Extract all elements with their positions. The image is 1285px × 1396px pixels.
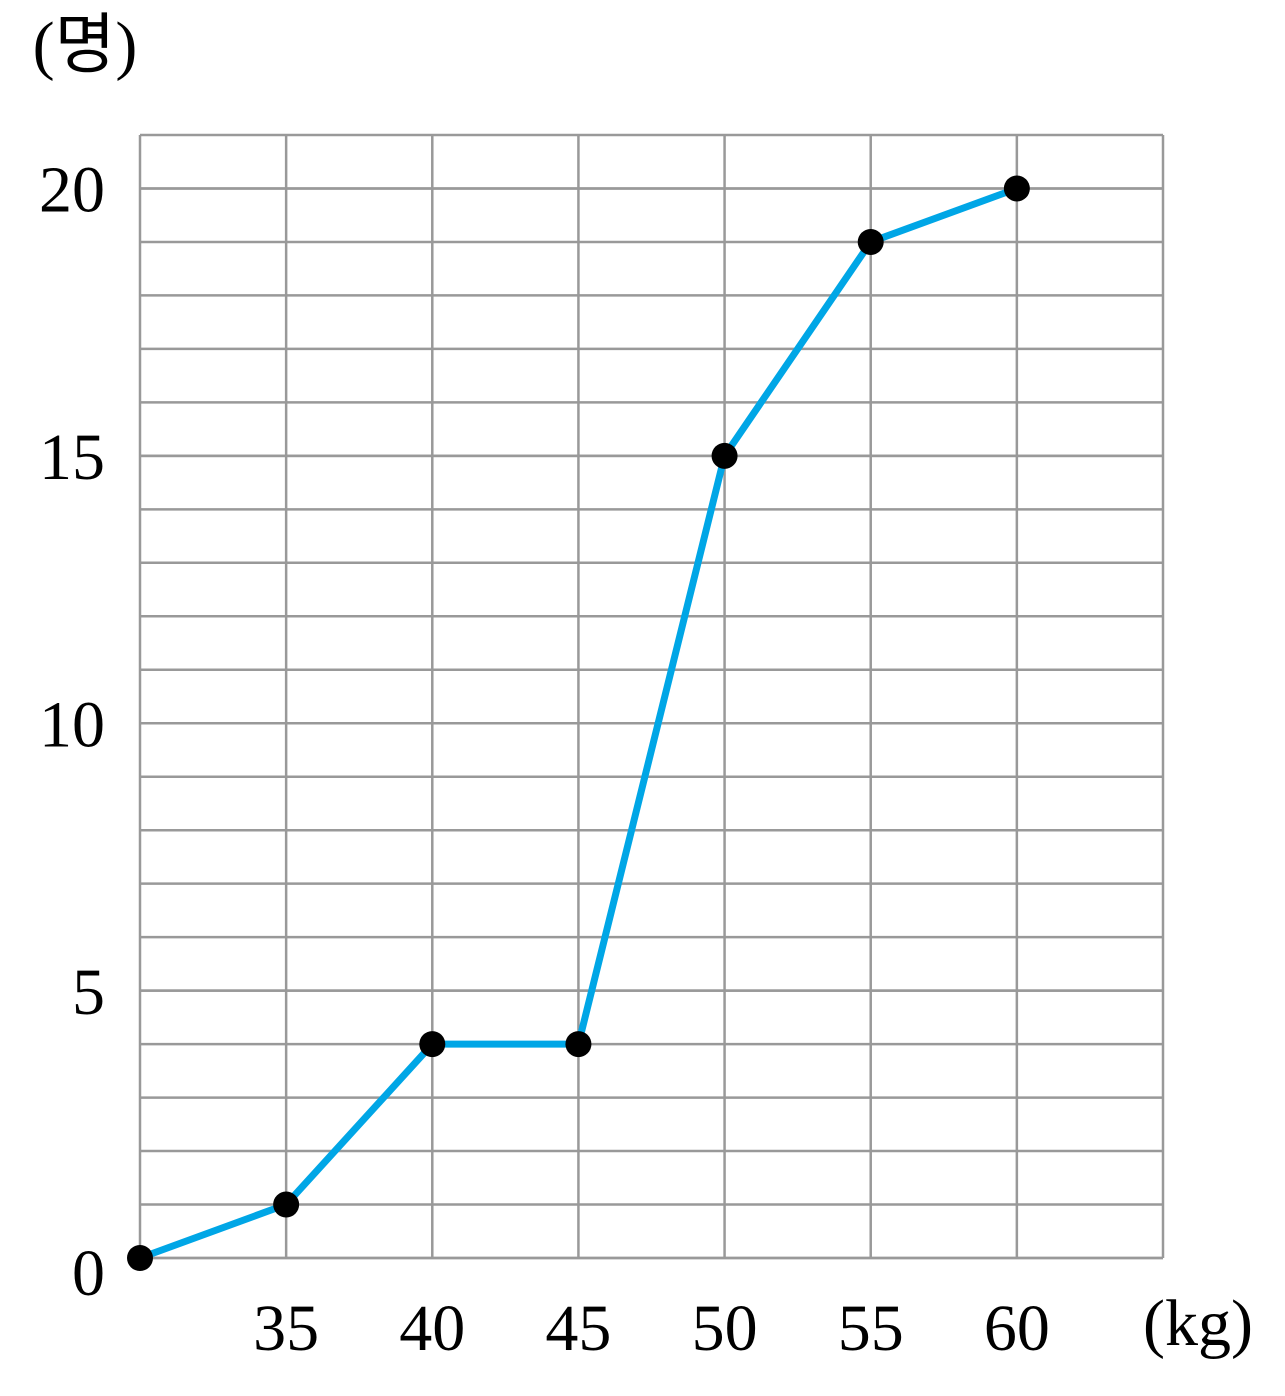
- x-tick-label: 35: [253, 1292, 319, 1365]
- y-tick-label: 5: [72, 956, 105, 1029]
- point: [1003, 175, 1030, 202]
- y-tick-label: 10: [39, 688, 105, 761]
- point: [273, 1191, 300, 1218]
- point: [565, 1031, 592, 1058]
- x-unit-label: (kg): [1143, 1287, 1253, 1360]
- x-tick-label: 55: [838, 1292, 904, 1365]
- y-unit-label: (명): [33, 9, 138, 82]
- point: [419, 1031, 446, 1058]
- point: [711, 442, 738, 469]
- x-tick-label: 45: [545, 1292, 611, 1365]
- point: [127, 1245, 153, 1271]
- y-tick-label: 20: [39, 154, 105, 227]
- point: [857, 228, 884, 255]
- x-tick-label: 50: [692, 1292, 758, 1365]
- x-tick-label: 40: [399, 1292, 465, 1365]
- y-tick-label: 0: [72, 1237, 105, 1310]
- x-tick-label: 60: [984, 1292, 1050, 1365]
- y-tick-label: 15: [39, 421, 105, 494]
